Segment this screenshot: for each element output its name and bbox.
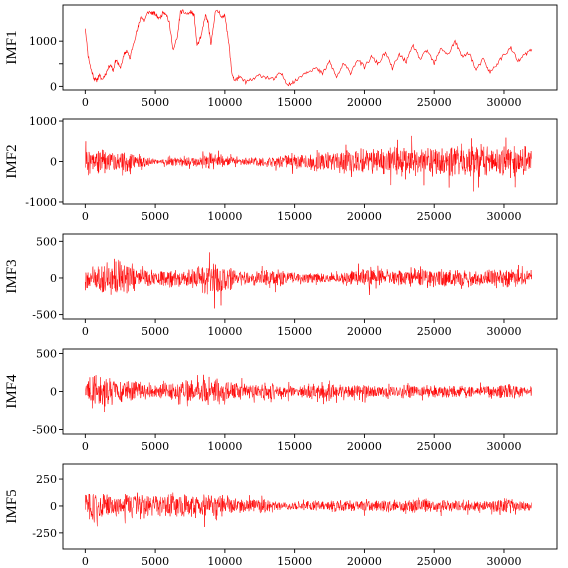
axes-frame [62,4,558,91]
x-tick-label: 20000 [347,440,382,453]
y-tick-label: 250 [36,473,57,486]
x-tick-label: 10000 [207,325,242,338]
y-axis-label: IMF5 [4,489,20,523]
y-tick-label: -500 [32,309,57,322]
x-tick-label: 0 [82,96,89,109]
y-tick-label: 1000 [29,115,57,128]
series-line [85,374,532,413]
y-axis-label: IMF3 [4,259,20,293]
x-tick-label: 20000 [347,325,382,338]
y-tick-label: 0 [50,272,57,285]
axes-frame [62,463,558,550]
y-axis-label: IMF1 [4,30,20,64]
x-tick-label: 10000 [207,440,242,453]
x-tick-label: 20000 [347,210,382,223]
y-tick-label: 500 [36,235,57,248]
x-tick-label: 20000 [347,96,382,109]
x-tick-label: 30000 [486,96,521,109]
y-axis-label: IMF4 [4,374,20,409]
y-tick-label: -1000 [25,196,57,209]
x-tick-label: 10000 [207,555,242,568]
panel-imf2: 0 5000 10000 15000 20000 25000 30000 -1000 0 1000… [4,115,558,223]
x-tick-label: 25000 [417,440,452,453]
x-tick-label: 0 [82,325,89,338]
series-line [85,9,533,87]
x-tick-label: 15000 [277,210,312,223]
x-tick-label: 30000 [486,440,521,453]
x-tick-label: 10000 [207,210,242,223]
x-tick-label: 0 [82,210,89,223]
panel-imf3: 0 5000 10000 15000 20000 25000 30000 -500 0 500 IM… [4,233,558,338]
x-tick-label: 25000 [417,555,452,568]
y-tick-label: 0 [50,500,57,513]
y-tick-label: -250 [32,527,57,540]
y-axis-label: IMF2 [4,144,20,178]
series-line [85,135,532,192]
y-tick-label: 1000 [29,35,57,48]
series-line [85,492,532,527]
x-tick-label: 25000 [417,96,452,109]
x-tick-label: 25000 [417,325,452,338]
y-tick-label: 0 [50,156,57,169]
x-tick-label: 25000 [417,210,452,223]
x-tick-label: 15000 [277,440,312,453]
x-tick-label: 5000 [141,440,169,453]
y-tick-label: 0 [50,386,57,399]
x-tick-label: 15000 [277,96,312,109]
x-tick-label: 5000 [141,325,169,338]
series-line [85,252,532,309]
panel-imf4: 0 5000 10000 15000 20000 25000 30000 -500 0 500 IM… [4,348,558,453]
x-tick-label: 30000 [486,555,521,568]
x-tick-label: 5000 [141,555,169,568]
panel-imf1: 0 5000 10000 15000 20000 25000 30000 0 1000 IMF1 [4,4,558,109]
y-tick-label: 500 [36,348,57,361]
y-tick-label: -500 [32,423,57,436]
x-tick-label: 5000 [141,210,169,223]
axes-frame [62,233,558,320]
x-tick-label: 15000 [277,325,312,338]
y-tick-label: 0 [50,80,57,93]
panel-imf5: 0 5000 10000 15000 20000 25000 30000 -250 0 250 IM… [4,463,558,568]
x-tick-label: 30000 [486,210,521,223]
x-tick-label: 15000 [277,555,312,568]
x-tick-label: 5000 [141,96,169,109]
x-tick-label: 30000 [486,325,521,338]
x-tick-label: 0 [82,555,89,568]
x-tick-label: 20000 [347,555,382,568]
x-tick-label: 10000 [207,96,242,109]
x-tick-label: 0 [82,440,89,453]
